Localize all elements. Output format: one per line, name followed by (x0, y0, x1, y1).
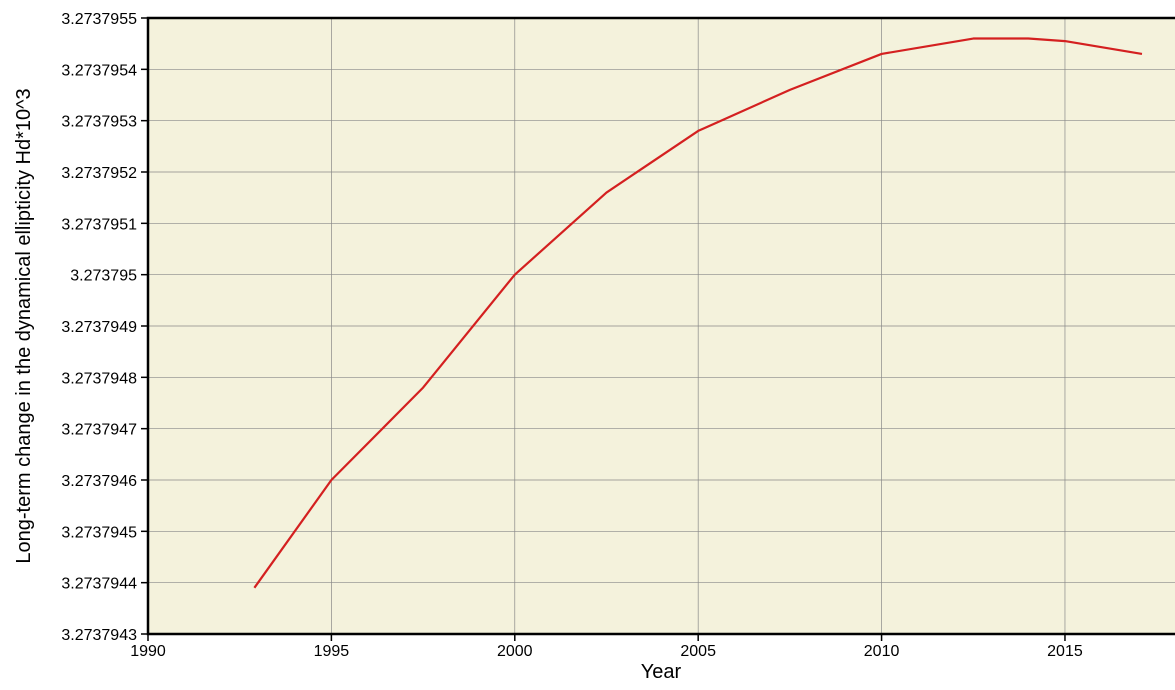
lines (253, 37, 1143, 589)
y-tick-label: 3.2737954 (61, 62, 137, 79)
y-tick-label: 3.2737945 (61, 524, 137, 541)
x-tick-label: 2005 (680, 643, 716, 660)
y-tick-label: 3.273795 (70, 268, 137, 285)
x-axis-label: Year (641, 661, 682, 683)
y-tick-label: 3.2737949 (61, 319, 137, 336)
y-tick-label: 3.2737951 (61, 216, 137, 233)
y-axis-label: Long-term change in the dynamical ellipt… (13, 88, 35, 563)
axes-frame (146, 16, 1175, 636)
data-line (253, 37, 1143, 589)
y-tick-label: 3.2737946 (61, 473, 137, 490)
x-tick-label: 2010 (864, 643, 900, 660)
y-tick-label: 3.2737943 (61, 627, 137, 644)
x-tick-label: 1990 (130, 643, 166, 660)
y-tick-label: 3.2737953 (61, 114, 137, 131)
x-tick-label: 1995 (314, 643, 350, 660)
y-tick-label: 3.2737955 (61, 11, 137, 28)
y-tick-label: 3.2737948 (61, 370, 137, 387)
y-tick-label: 3.2737952 (61, 165, 137, 182)
x-tick-label: 2000 (497, 643, 533, 660)
tick-labels: 3.2737943 3.2737944 3.2737945 3.2737946 3.27… (61, 11, 1083, 660)
x-tick-label: 2015 (1047, 643, 1083, 660)
y-tick-label: 3.2737944 (61, 576, 137, 593)
y-tick-label: 3.2737947 (61, 422, 137, 439)
